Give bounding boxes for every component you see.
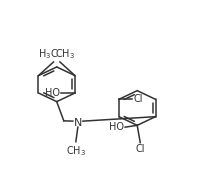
Text: Cl: Cl: [135, 144, 145, 154]
Text: HO: HO: [45, 88, 60, 98]
Text: Cl: Cl: [133, 94, 143, 104]
Text: CH$_3$: CH$_3$: [66, 144, 86, 158]
Text: HO: HO: [109, 122, 124, 132]
Text: H$_3$C: H$_3$C: [38, 47, 59, 61]
Text: CH$_3$: CH$_3$: [55, 47, 75, 61]
Text: N: N: [74, 118, 82, 128]
